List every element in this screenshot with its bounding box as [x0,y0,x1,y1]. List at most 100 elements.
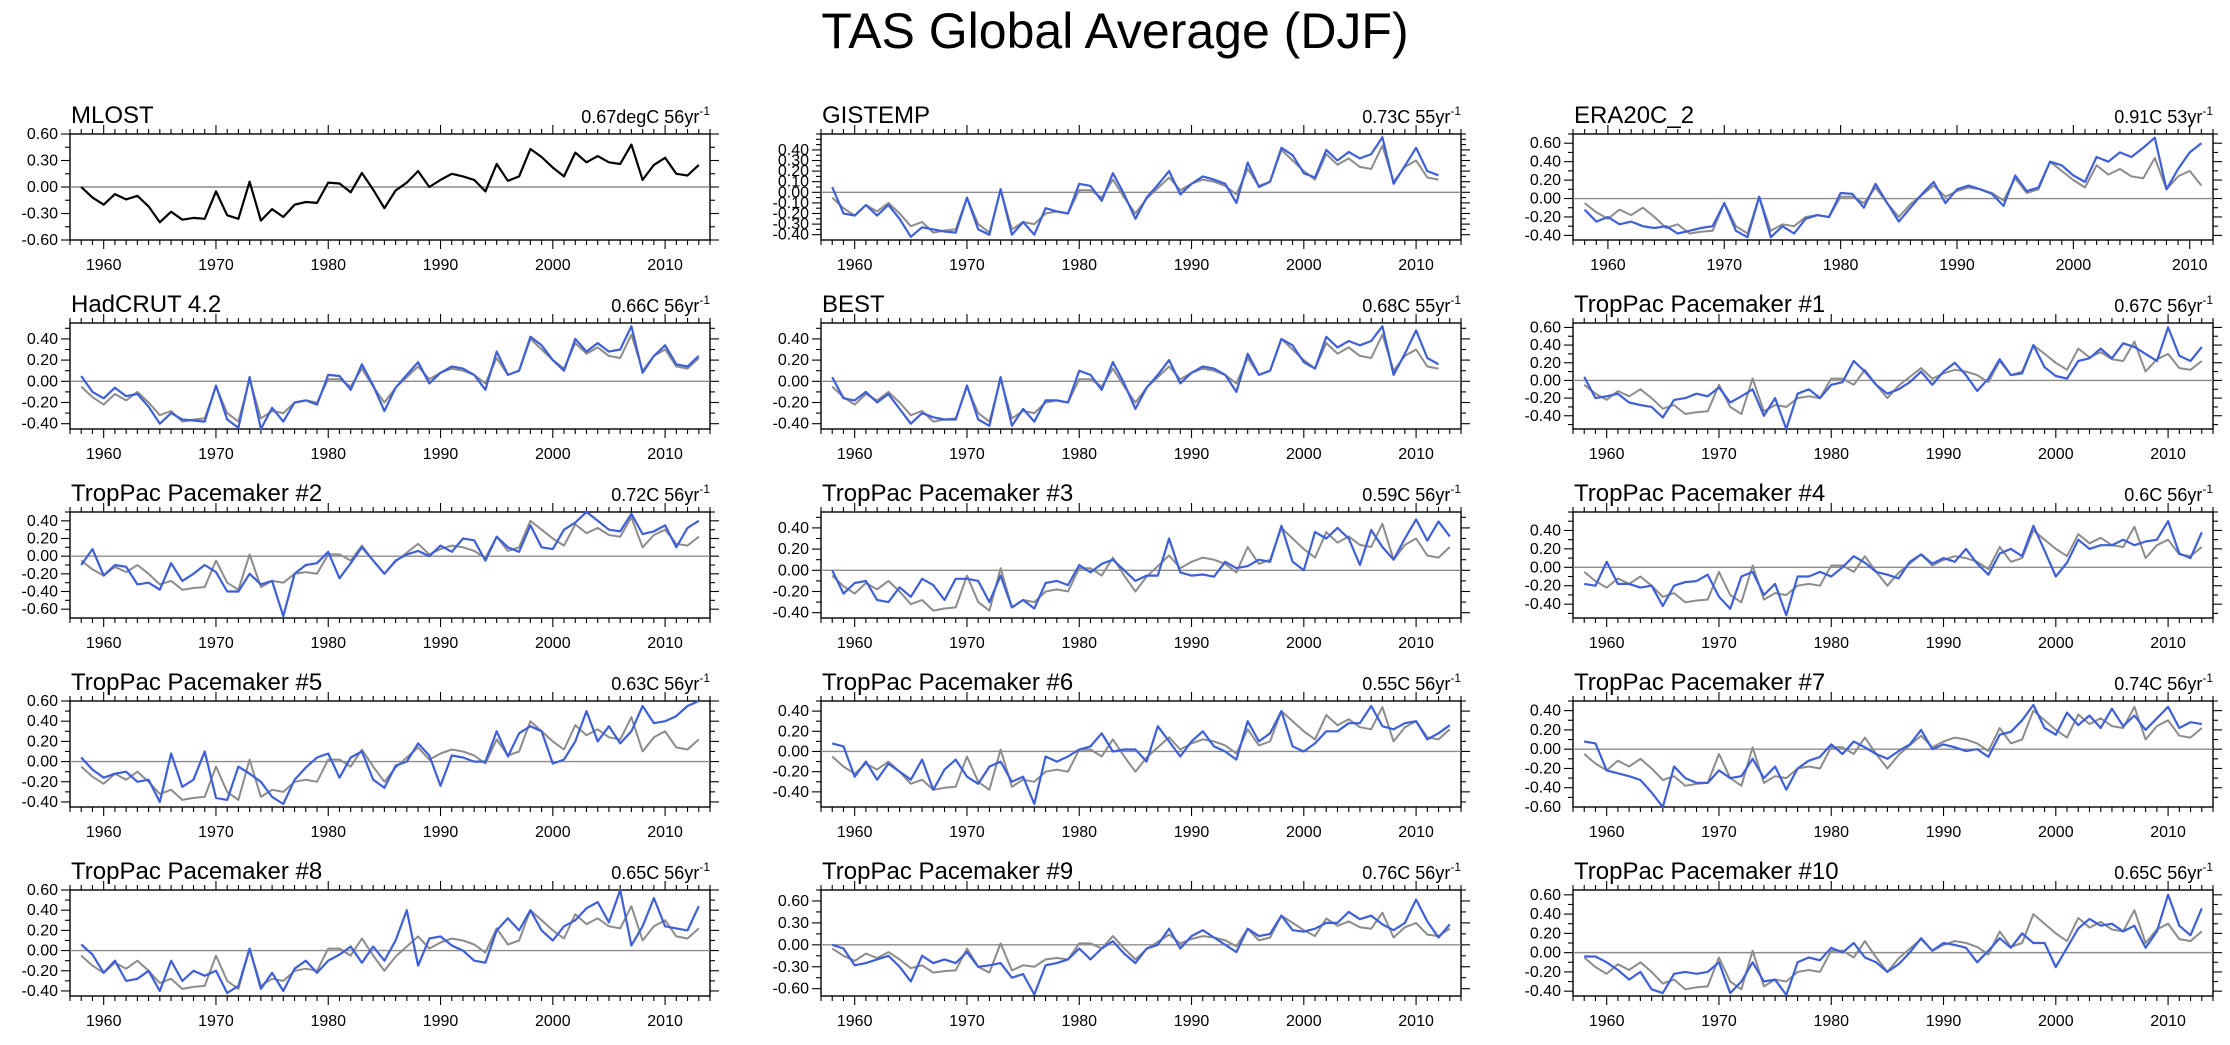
y-tick-label: 0.30 [778,915,809,932]
x-tick-label: 2010 [1398,824,1434,841]
y-tick-label: -0.20 [1525,578,1562,595]
panel-title: TropPac Pacemaker #10 [1574,858,1839,885]
x-tick-label: 2000 [1286,635,1322,652]
y-tick-label: -0.40 [1525,596,1562,613]
series-line-ensemble-mean [831,911,1451,974]
y-tick-label: 0.40 [27,713,58,730]
y-tick-label: -0.40 [1525,983,1562,1000]
x-tick-label: 2000 [2038,446,2074,463]
main-title: TAS Global Average (DJF) [821,3,1409,59]
y-tick-label: 0.20 [27,352,58,369]
y-tick-label: 0.00 [778,373,809,390]
panel-6: 1960 1970 1980 1990 2000 2010 0.600.400.200.00… [1525,291,2222,463]
y-tick-label: 0.00 [1530,559,1561,576]
plot-frame [1572,700,2214,808]
panel-trend: 0.65C 56yr-1 [611,860,710,883]
x-tick-label: 2010 [2150,635,2186,652]
x-tick-label: 1960 [86,1013,122,1030]
y-tick-label: -0.30 [773,216,810,233]
trend-exponent: -1 [2202,293,2213,307]
x-tick-label: 2010 [1398,635,1434,652]
y-tick-label: 0.00 [1530,372,1561,389]
series-line-member [1583,136,2203,239]
y-tick-label: 0.00 [27,373,58,390]
y-tick-label: 0.60 [1530,887,1561,904]
series-line-member [831,518,1451,610]
panel-trend: 0.73C 55yr-1 [1362,104,1461,127]
series-line-ensemble-mean [1583,157,2203,235]
y-tick-label: -0.60 [1525,799,1562,816]
x-tick-label: 1980 [1823,257,1859,274]
y-tick-label: -0.40 [22,584,59,601]
x-tick-label: 2000 [2038,824,2074,841]
y-tick-label: 0.20 [778,352,809,369]
y-tick-label: 0.20 [1530,541,1561,558]
y-tick-label: 0.40 [1530,154,1561,171]
x-tick-label: 1990 [1174,1013,1210,1030]
y-tick-label: -0.30 [22,206,59,223]
x-tick-label: 2010 [2172,257,2208,274]
panel-trend: 0.74C 56yr-1 [2114,671,2213,694]
y-tick-label: 0.40 [778,703,809,720]
panel-trend: 0.76C 56yr-1 [1362,860,1461,883]
x-tick-label: 1970 [1701,635,1737,652]
trend-exponent: -1 [699,671,710,685]
x-tick-label: 1970 [949,446,985,463]
y-tick-label: 0.20 [1530,355,1561,372]
panel-3: 1960 1970 1980 1990 2000 2010 0.60 0.400.20 0.00… [1525,102,2222,274]
x-tick-label: 2000 [535,1013,571,1030]
plot-frame [69,700,711,808]
x-tick-label: 1990 [1174,635,1210,652]
y-tick-label: -0.40 [773,784,810,801]
panel-5: 1960 1970 1980 1990 2000 2010 0.40 0.20 0.00 -0.2… [773,291,1470,463]
y-tick-label: 0.60 [27,882,58,899]
panel-title: TropPac Pacemaker #1 [1574,291,1825,318]
x-tick-label: 2000 [2038,1013,2074,1030]
y-tick-label: 0.60 [1530,319,1561,336]
x-tick-label: 1970 [949,257,985,274]
x-tick-label: 2010 [647,1013,683,1030]
panel-2: 1960 1970 1980 1990 2000 2010 0.400.300.200.10… [773,102,1470,274]
series-line-member [1584,893,2203,997]
panel-4: 1960 1970 1980 1990 2000 2010 0.40 0.20 0.00 -0.2… [22,291,719,463]
x-tick-label: 1990 [1926,824,1962,841]
panel-13: 1960 1970 1980 1990 2000 2010 0.60 0.40 0.20 0.00… [22,858,719,1030]
y-tick-label: 0.00 [778,562,809,579]
x-tick-label: 1960 [86,446,122,463]
series-line-member [80,510,700,618]
plot-frame [1572,322,2214,430]
x-tick-label: 1960 [837,824,873,841]
y-tick-label: 0.40 [778,331,809,348]
y-tick-label: -0.20 [773,395,810,412]
x-tick-label: 1980 [310,1013,346,1030]
y-tick-label: 0.00 [1530,945,1561,962]
panel-7: 1960 1970 1980 1990 2000 2010 0.400.200.00-0.2… [22,480,719,652]
y-tick-label: -0.40 [22,983,59,1000]
panel-title: HadCRUT 4.2 [71,291,221,318]
y-tick-label: 0.20 [1530,722,1561,739]
x-tick-label: 1970 [198,824,234,841]
y-tick-label: -0.60 [773,981,810,998]
panel-trend: 0.59C 56yr-1 [1362,482,1461,505]
y-tick-label: -0.40 [1525,227,1562,244]
panel-title: TropPac Pacemaker #3 [822,480,1073,507]
y-tick-label: 0.40 [27,902,58,919]
y-tick-label: 0.20 [778,723,809,740]
x-tick-label: 1990 [1174,824,1210,841]
series-line-member [831,136,1439,238]
panel-title: TropPac Pacemaker #5 [71,669,322,696]
series-line-ensemble-mean [831,706,1451,791]
y-tick-label: 0.40 [1530,703,1561,720]
y-tick-label: -0.40 [1525,408,1562,425]
series-line-member [1583,326,2203,431]
x-tick-label: 1990 [1926,446,1962,463]
x-tick-label: 1970 [949,635,985,652]
y-tick-label: 0.00 [27,754,58,771]
series-line-ensemble-mean [1583,705,2203,787]
y-tick-label: 0.60 [27,693,58,710]
x-tick-label: 1980 [1813,635,1849,652]
panel-10: 1960 1970 1980 1990 2000 2010 0.60 0.40 0.20 0.00… [22,669,719,841]
panel-title: ERA20C_2 [1574,102,1694,129]
x-tick-label: 1960 [86,824,122,841]
